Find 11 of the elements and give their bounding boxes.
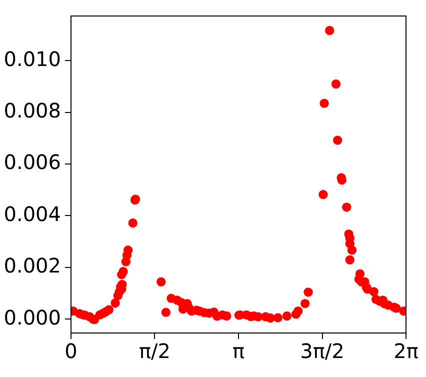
y-tick-label: 0.000 [4,305,61,330]
x-tick-label: π [232,339,245,364]
y-tick-label: 0.002 [4,254,61,278]
y-tick-label: 0.006 [4,150,61,174]
x-tick-label: 3π/2 [300,339,344,364]
y-tick-label: 0.010 [4,46,61,71]
y-tick-label: 0.008 [4,98,61,123]
y-tick-label: 0.004 [4,202,61,226]
x-tick-label: 0 [64,339,78,364]
x-tick-label: 2π [394,339,418,364]
x-tick-label: π/2 [138,339,171,364]
